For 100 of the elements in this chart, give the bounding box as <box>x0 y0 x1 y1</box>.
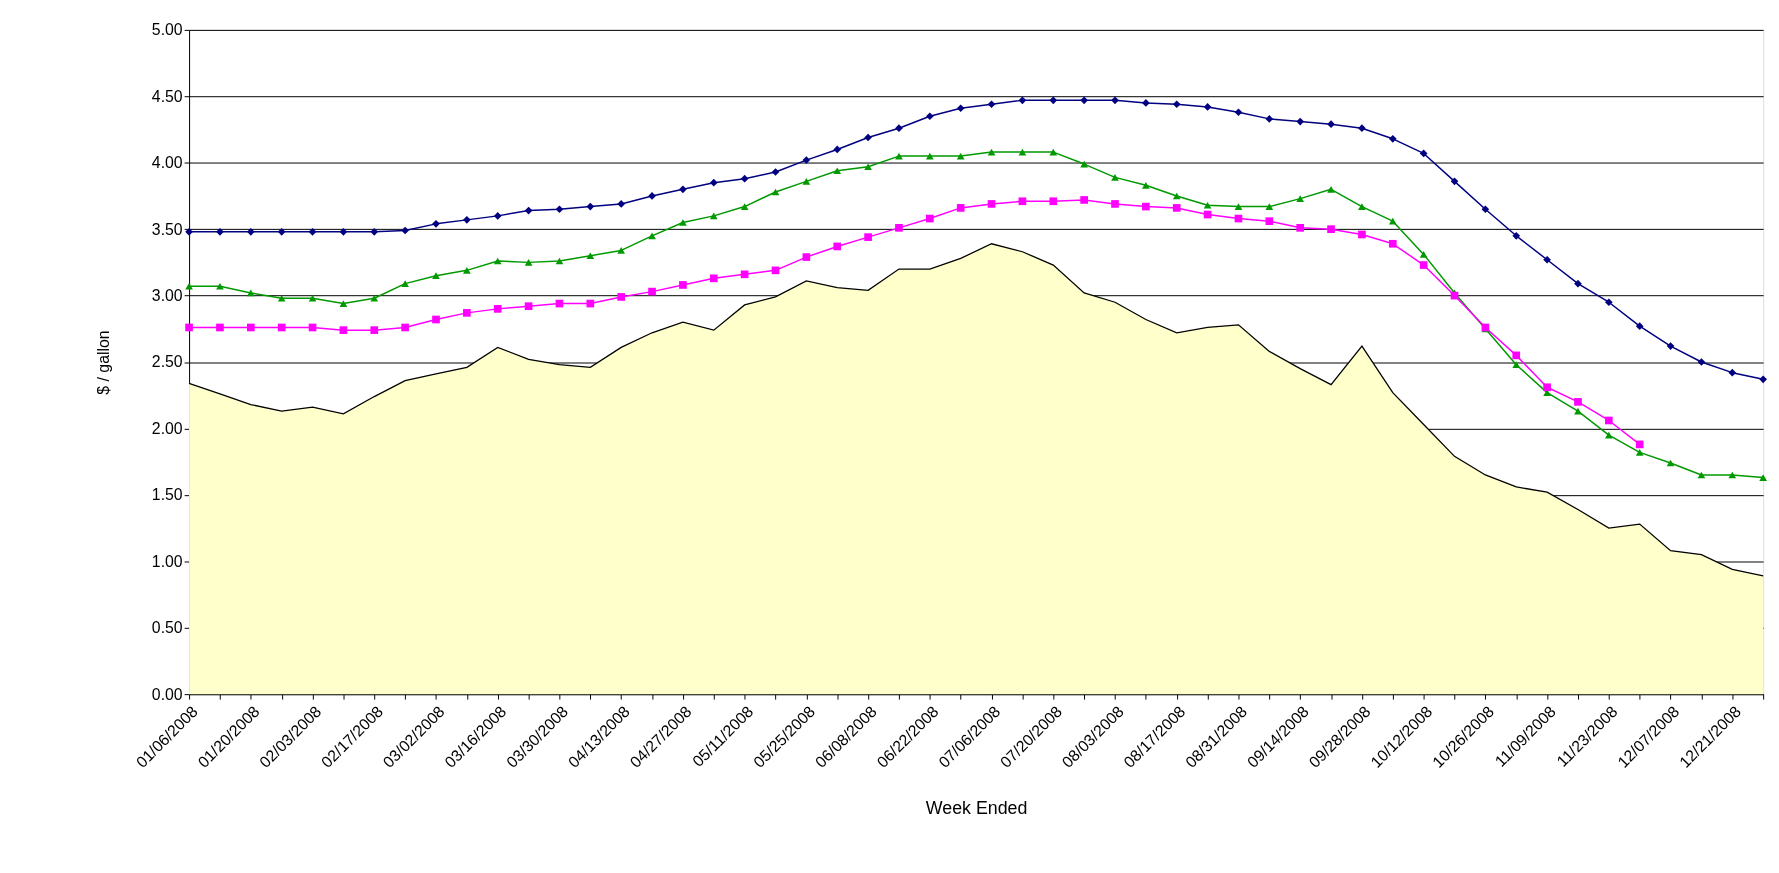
point <box>1666 459 1675 467</box>
point <box>339 326 348 334</box>
point <box>1234 108 1243 117</box>
y-tick-label: 2.50 <box>151 353 183 371</box>
y-tick-label: 1.00 <box>151 552 183 570</box>
point <box>740 174 749 183</box>
point <box>925 152 934 160</box>
point <box>679 281 687 289</box>
x-axis-title: Week Ended <box>925 798 1028 819</box>
y-tick-label: 3.50 <box>151 220 183 238</box>
point <box>1697 471 1706 479</box>
point <box>432 220 440 228</box>
point <box>463 216 471 224</box>
point <box>586 202 595 211</box>
point <box>925 214 934 223</box>
point <box>1018 96 1027 105</box>
point <box>740 203 749 210</box>
point <box>1419 149 1428 158</box>
point <box>1172 100 1181 109</box>
point <box>802 156 811 164</box>
point <box>864 163 872 171</box>
point <box>617 247 626 254</box>
point <box>679 185 687 194</box>
point <box>1172 204 1181 212</box>
point <box>648 287 656 296</box>
point <box>401 323 409 332</box>
point <box>216 227 224 236</box>
point <box>679 219 687 226</box>
point <box>1759 375 1767 384</box>
point <box>1635 440 1644 449</box>
point <box>246 227 255 236</box>
point <box>493 305 502 313</box>
y-tick-label: 4.50 <box>151 87 183 105</box>
point <box>1574 398 1582 406</box>
point <box>987 100 996 109</box>
point <box>1296 195 1305 202</box>
point <box>401 226 409 235</box>
y-tick-label: 1.50 <box>151 486 183 504</box>
point <box>1635 322 1644 330</box>
point <box>1388 239 1397 248</box>
point <box>1172 192 1181 200</box>
point <box>555 257 564 265</box>
point <box>802 253 811 261</box>
point <box>1759 474 1767 481</box>
point <box>308 227 317 236</box>
point <box>339 300 348 307</box>
point <box>956 104 965 113</box>
point <box>1512 351 1521 360</box>
point <box>1358 230 1366 239</box>
point <box>524 259 533 266</box>
point <box>864 133 872 142</box>
point <box>1728 471 1737 479</box>
point <box>1574 279 1582 288</box>
point <box>246 289 255 297</box>
point <box>1419 251 1428 258</box>
point <box>1080 196 1088 204</box>
point <box>709 178 718 187</box>
point <box>432 272 440 279</box>
point <box>771 188 780 196</box>
point <box>833 242 842 251</box>
point <box>370 227 379 236</box>
point <box>555 205 564 214</box>
point <box>339 227 348 236</box>
point <box>586 252 595 260</box>
point <box>709 274 718 283</box>
point <box>956 204 965 212</box>
y-axis-title: $ / gallon <box>95 330 113 395</box>
point <box>1296 224 1305 232</box>
point <box>277 227 286 236</box>
point <box>1296 117 1305 126</box>
point <box>1512 361 1521 368</box>
point <box>1327 120 1335 129</box>
point <box>1481 205 1490 214</box>
point <box>648 232 656 240</box>
point <box>895 124 903 133</box>
point <box>1327 225 1335 233</box>
point <box>1049 197 1058 206</box>
point <box>1111 96 1119 105</box>
point <box>463 309 471 317</box>
point <box>1605 298 1613 307</box>
point <box>493 212 502 220</box>
point <box>463 267 471 274</box>
y-tick-label: 2.00 <box>151 419 183 437</box>
point <box>1728 368 1737 377</box>
y-tick-label: 5.00 <box>151 21 183 39</box>
point <box>1018 197 1027 206</box>
point <box>1388 134 1397 143</box>
point <box>1203 103 1212 111</box>
point <box>370 326 379 334</box>
y-tick-label: 4.00 <box>151 154 183 172</box>
point <box>1018 148 1027 156</box>
point <box>185 323 193 332</box>
point <box>1388 217 1397 225</box>
point <box>1327 185 1335 193</box>
point <box>987 200 996 208</box>
y-tick-label: 0.50 <box>151 619 183 637</box>
point <box>1111 200 1119 208</box>
point <box>709 212 718 220</box>
y-tick-label: 0.00 <box>151 685 183 703</box>
point <box>216 323 224 332</box>
